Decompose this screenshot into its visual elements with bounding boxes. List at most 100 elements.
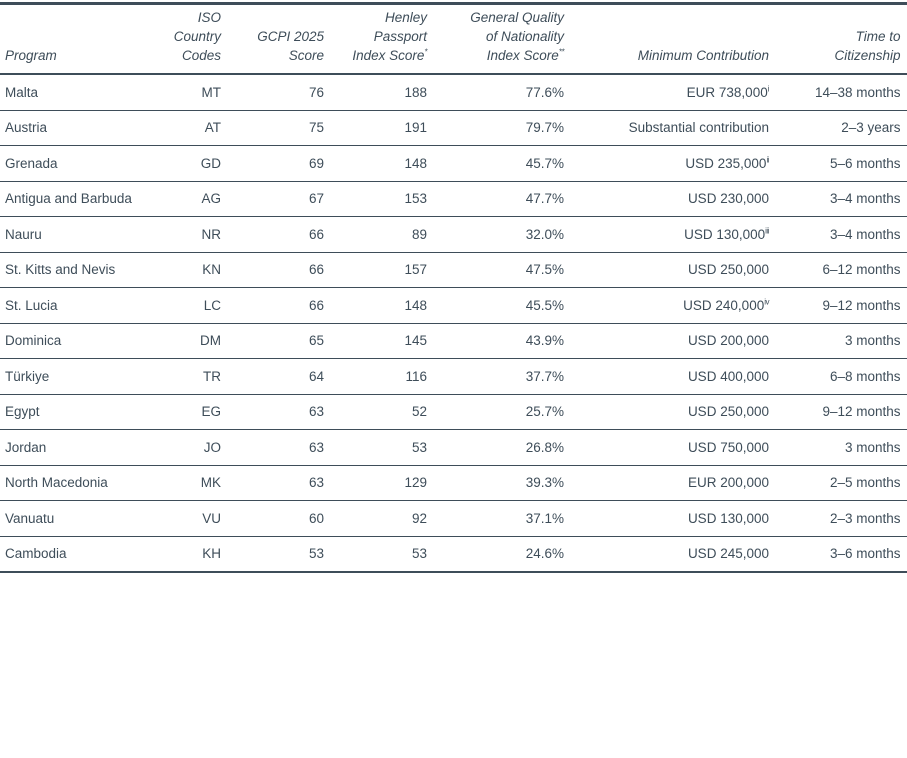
table-row: St. Lucia LC 66 148 45.5% USD 240,000iv … bbox=[0, 288, 907, 324]
gcpi-score: 66 bbox=[308, 262, 324, 278]
header-minimum-contribution: Minimum Contribution bbox=[570, 4, 775, 75]
henley-score: 153 bbox=[404, 191, 427, 207]
minimum-contribution: EUR 738,000 bbox=[686, 84, 768, 100]
gqni-score: 79.7% bbox=[525, 120, 564, 136]
minimum-contribution: USD 750,000 bbox=[687, 439, 769, 455]
time-to-citizenship: 6–12 months bbox=[822, 262, 901, 278]
minimum-contribution: USD 130,000 bbox=[684, 226, 766, 242]
gqni-score: 47.7% bbox=[525, 191, 564, 207]
table-row: Vanuatu VU 60 92 37.1% USD 130,000 2–3 m… bbox=[0, 501, 907, 537]
program-cell: Cambodia bbox=[0, 536, 167, 572]
henley-score-cell: 92 bbox=[330, 501, 433, 537]
iso-code: VU bbox=[202, 510, 221, 526]
minimum-contribution-cell: USD 400,000 bbox=[570, 359, 775, 395]
gcpi-score-cell: 76 bbox=[227, 74, 330, 110]
program-cell: Antigua and Barbuda bbox=[0, 181, 167, 217]
time-to-citizenship-cell: 14–38 months bbox=[775, 74, 907, 110]
minimum-contribution: EUR 200,000 bbox=[687, 475, 769, 491]
gqni-score: 45.7% bbox=[525, 155, 564, 171]
program-cell: Dominica bbox=[0, 323, 167, 359]
minimum-contribution-cell: USD 130,000iii bbox=[570, 217, 775, 253]
gcpi-score: 63 bbox=[308, 439, 324, 455]
iso-code-cell: KH bbox=[167, 536, 227, 572]
header-program: Program bbox=[0, 4, 167, 75]
iso-code: JO bbox=[203, 439, 221, 455]
gcpi-score: 63 bbox=[308, 404, 324, 420]
gqni-score: 47.5% bbox=[525, 262, 564, 278]
time-to-citizenship-cell: 6–8 months bbox=[775, 359, 907, 395]
header-gqni-score: General Quality of Nationality Index Sco… bbox=[433, 4, 570, 75]
henley-score: 148 bbox=[404, 297, 427, 313]
minimum-contribution-cell: EUR 738,000i bbox=[570, 74, 775, 110]
henley-score-cell: 153 bbox=[330, 181, 433, 217]
henley-score: 129 bbox=[404, 475, 427, 491]
header-henley-label: Henley Passport Index Score bbox=[352, 10, 427, 63]
henley-score-cell: 129 bbox=[330, 465, 433, 501]
table-row: Malta MT 76 188 77.6% EUR 738,000i 14–38… bbox=[0, 74, 907, 110]
time-to-citizenship: 2–5 months bbox=[829, 475, 901, 491]
iso-code: LC bbox=[203, 297, 221, 313]
footnote-marker: i bbox=[767, 84, 770, 94]
gcpi-score: 66 bbox=[308, 226, 324, 242]
table-row: St. Kitts and Nevis KN 66 157 47.5% USD … bbox=[0, 252, 907, 288]
gqni-score: 26.8% bbox=[525, 439, 564, 455]
time-to-citizenship: 3–6 months bbox=[829, 546, 901, 562]
minimum-contribution: USD 200,000 bbox=[687, 333, 769, 349]
table-row: Antigua and Barbuda AG 67 153 47.7% USD … bbox=[0, 181, 907, 217]
time-to-citizenship-cell: 3–4 months bbox=[775, 217, 907, 253]
table-row: Grenada GD 69 148 45.7% USD 235,000ii 5–… bbox=[0, 146, 907, 182]
iso-code: TR bbox=[203, 368, 221, 384]
henley-score: 53 bbox=[411, 439, 427, 455]
minimum-contribution-cell: USD 200,000 bbox=[570, 323, 775, 359]
gqni-score: 25.7% bbox=[525, 404, 564, 420]
iso-code-cell: AT bbox=[167, 110, 227, 146]
gcpi-score: 69 bbox=[308, 155, 324, 171]
program-name: Jordan bbox=[5, 439, 47, 455]
henley-score: 191 bbox=[404, 120, 427, 136]
minimum-contribution-cell: USD 250,000 bbox=[570, 394, 775, 430]
henley-score-cell: 148 bbox=[330, 146, 433, 182]
henley-score-cell: 89 bbox=[330, 217, 433, 253]
minimum-contribution-cell: Substantial contribution bbox=[570, 110, 775, 146]
iso-code: MT bbox=[201, 84, 222, 100]
gcpi-score-cell: 75 bbox=[227, 110, 330, 146]
minimum-contribution: USD 250,000 bbox=[687, 262, 769, 278]
gqni-score-cell: 47.7% bbox=[433, 181, 570, 217]
header-row: Program ISO Country Codes GCPI 2025 Scor… bbox=[0, 4, 907, 75]
time-to-citizenship: 3 months bbox=[844, 439, 901, 455]
minimum-contribution-cell: USD 250,000 bbox=[570, 252, 775, 288]
henley-score-cell: 188 bbox=[330, 74, 433, 110]
henley-score-cell: 191 bbox=[330, 110, 433, 146]
gqni-score-cell: 47.5% bbox=[433, 252, 570, 288]
iso-code-cell: MT bbox=[167, 74, 227, 110]
table-row: Egypt EG 63 52 25.7% USD 250,000 9–12 mo… bbox=[0, 394, 907, 430]
iso-code-cell: TR bbox=[167, 359, 227, 395]
iso-code-cell: KN bbox=[167, 252, 227, 288]
iso-code: EG bbox=[201, 404, 221, 420]
gcpi-score-cell: 67 bbox=[227, 181, 330, 217]
minimum-contribution: USD 230,000 bbox=[687, 191, 769, 207]
footnote-marker: iv bbox=[764, 297, 769, 307]
iso-code: KH bbox=[202, 546, 221, 562]
iso-code-cell: NR bbox=[167, 217, 227, 253]
henley-score-cell: 53 bbox=[330, 430, 433, 466]
program-cell: Malta bbox=[0, 74, 167, 110]
gcpi-score-cell: 64 bbox=[227, 359, 330, 395]
gqni-score-cell: 43.9% bbox=[433, 323, 570, 359]
gqni-score-cell: 79.7% bbox=[433, 110, 570, 146]
program-name: Malta bbox=[5, 84, 39, 100]
time-to-citizenship-cell: 9–12 months bbox=[775, 288, 907, 324]
iso-code-cell: EG bbox=[167, 394, 227, 430]
minimum-contribution-cell: USD 230,000 bbox=[570, 181, 775, 217]
gqni-score: 77.6% bbox=[525, 84, 564, 100]
gcpi-score-cell: 63 bbox=[227, 465, 330, 501]
minimum-contribution-cell: USD 235,000ii bbox=[570, 146, 775, 182]
iso-code-cell: VU bbox=[167, 501, 227, 537]
henley-score: 92 bbox=[411, 510, 427, 526]
header-iso-country-codes: ISO Country Codes bbox=[167, 4, 227, 75]
program-name: Türkiye bbox=[5, 368, 50, 384]
minimum-contribution: USD 400,000 bbox=[687, 368, 769, 384]
program-cell: Egypt bbox=[0, 394, 167, 430]
minimum-contribution: USD 245,000 bbox=[687, 546, 769, 562]
program-cell: Nauru bbox=[0, 217, 167, 253]
